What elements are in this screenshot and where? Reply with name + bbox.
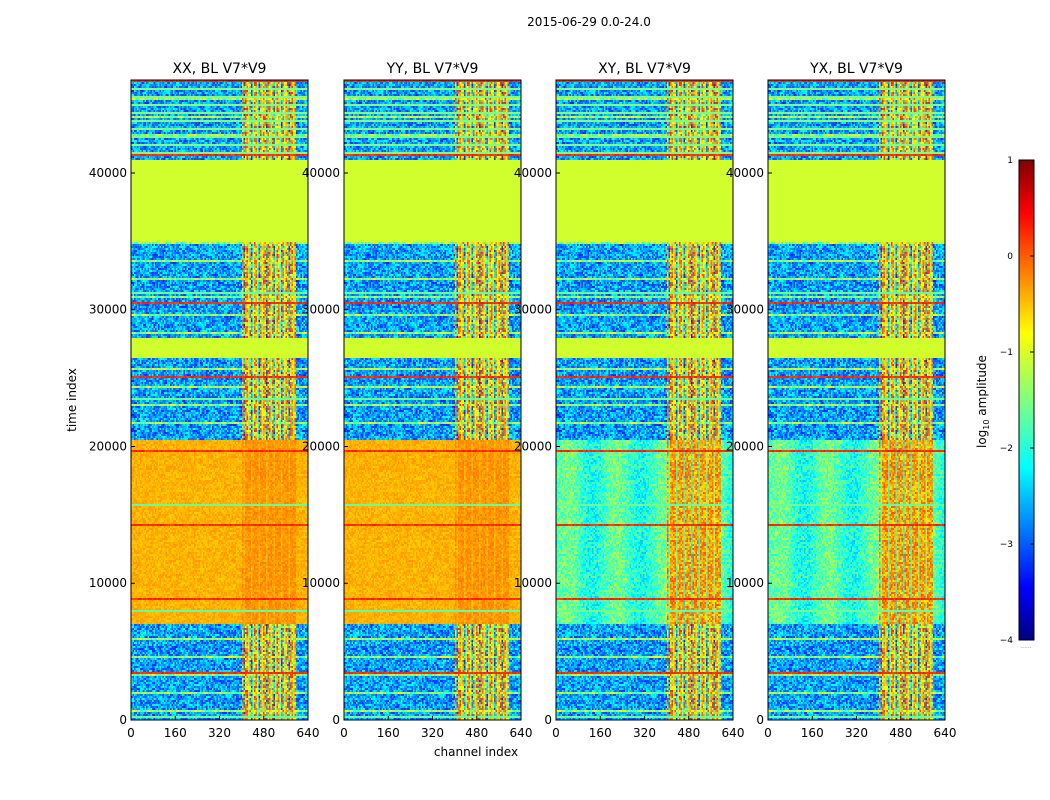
- panel-title: YX, BL V7*V9: [809, 61, 903, 77]
- colorbar-label-rest: amplitude: [975, 355, 989, 419]
- x-tick-label: 320: [208, 726, 231, 740]
- panel-xy: XY, BL V7*V9 0 160 320 480 640 0 10000 20000 3000…: [514, 61, 745, 740]
- y-tick-label: 30000: [302, 303, 340, 317]
- colorbar-under-marker: ......: [1020, 643, 1032, 650]
- x-tick-label: 480: [252, 726, 275, 740]
- colorbar-label-main: log: [975, 430, 989, 448]
- y-tick-label: 40000: [514, 166, 552, 180]
- x-tick-label: 0: [340, 726, 348, 740]
- y-axis-label: time index: [65, 368, 79, 432]
- colorbar-tick-label: 0: [1007, 252, 1013, 262]
- x-tick-label: 0: [552, 726, 560, 740]
- y-tick-label: 0: [544, 713, 552, 727]
- heatmap-canvas-xy: [556, 80, 733, 720]
- heatmap-canvas-xx: [131, 80, 308, 720]
- y-tick-label: 40000: [726, 166, 764, 180]
- heatmap-yy: [344, 80, 521, 720]
- heatmap-xy: [556, 80, 733, 720]
- y-tick-label: 20000: [514, 439, 552, 453]
- y-tick-label: 20000: [302, 439, 340, 453]
- y-tick-label: 30000: [89, 303, 127, 317]
- x-axis-label: channel index: [434, 745, 518, 759]
- panel-yy: YY, BL V7*V9 0 160 320 480 640 0 10000 20000 3000…: [302, 61, 533, 740]
- colorbar: 10−1−2−3−4 log10 amplitude ......: [975, 156, 1035, 650]
- panel-title: YY, BL V7*V9: [386, 61, 479, 77]
- panels: XX, BL V7*V9 0 160 320 480 640 0 10000 20000 3000…: [89, 61, 957, 740]
- x-tick-label: 320: [845, 726, 868, 740]
- colorbar-label-sub: 10: [982, 420, 991, 430]
- x-tick-label: 640: [722, 726, 745, 740]
- panel-yx: YX, BL V7*V9 0 160 320 480 640 0 10000 20000 3000…: [726, 61, 957, 740]
- y-tick-label: 10000: [726, 576, 764, 590]
- x-tick-label: 0: [764, 726, 772, 740]
- heatmap-canvas-yy: [344, 80, 521, 720]
- x-tick-label: 640: [934, 726, 957, 740]
- x-tick-label: 640: [510, 726, 533, 740]
- y-tick-label: 10000: [89, 576, 127, 590]
- figure-title: 2015-06-29 0.0-24.0: [527, 15, 651, 29]
- y-tick-label: 20000: [726, 439, 764, 453]
- colorbar-tick-label: −2: [1000, 444, 1013, 454]
- y-tick-label: 0: [332, 713, 340, 727]
- y-tick-label: 10000: [514, 576, 552, 590]
- y-tick-label: 0: [119, 713, 127, 727]
- colorbar-tick-label: −3: [1000, 540, 1013, 550]
- y-tick-label: 40000: [89, 166, 127, 180]
- y-tick-label: 20000: [89, 439, 127, 453]
- x-tick-label: 480: [677, 726, 700, 740]
- y-tick-label: 30000: [514, 303, 552, 317]
- colorbar-tick-label: 1: [1007, 156, 1013, 166]
- panel-title: XX, BL V7*V9: [173, 61, 267, 77]
- x-tick-label: 320: [421, 726, 444, 740]
- x-tick-label: 160: [589, 726, 612, 740]
- x-tick-label: 640: [297, 726, 320, 740]
- x-tick-label: 160: [164, 726, 187, 740]
- heatmap-canvas-yx: [768, 80, 945, 720]
- colorbar-gradient: [1018, 159, 1035, 641]
- panel-xx: XX, BL V7*V9 0 160 320 480 640 0 10000 20000 3000…: [89, 61, 320, 740]
- panel-title: XY, BL V7*V9: [598, 61, 691, 77]
- y-tick-label: 10000: [302, 576, 340, 590]
- x-tick-label: 480: [465, 726, 488, 740]
- heatmap-xx: [131, 80, 308, 720]
- heatmap-yx: [768, 80, 945, 720]
- colorbar-tick-label: −4: [1000, 636, 1014, 646]
- colorbar-tick-label: −1: [1000, 348, 1013, 358]
- colorbar-label: log10 amplitude: [975, 355, 991, 448]
- x-tick-label: 0: [127, 726, 135, 740]
- y-tick-label: 40000: [302, 166, 340, 180]
- colorbar-ticks: 1 0 −1 −2 −3 −4: [1000, 156, 1034, 646]
- x-tick-label: 320: [633, 726, 656, 740]
- y-tick-label: 30000: [726, 303, 764, 317]
- x-tick-label: 480: [889, 726, 912, 740]
- x-tick-label: 160: [801, 726, 824, 740]
- x-tick-label: 160: [377, 726, 400, 740]
- y-tick-label: 0: [756, 713, 764, 727]
